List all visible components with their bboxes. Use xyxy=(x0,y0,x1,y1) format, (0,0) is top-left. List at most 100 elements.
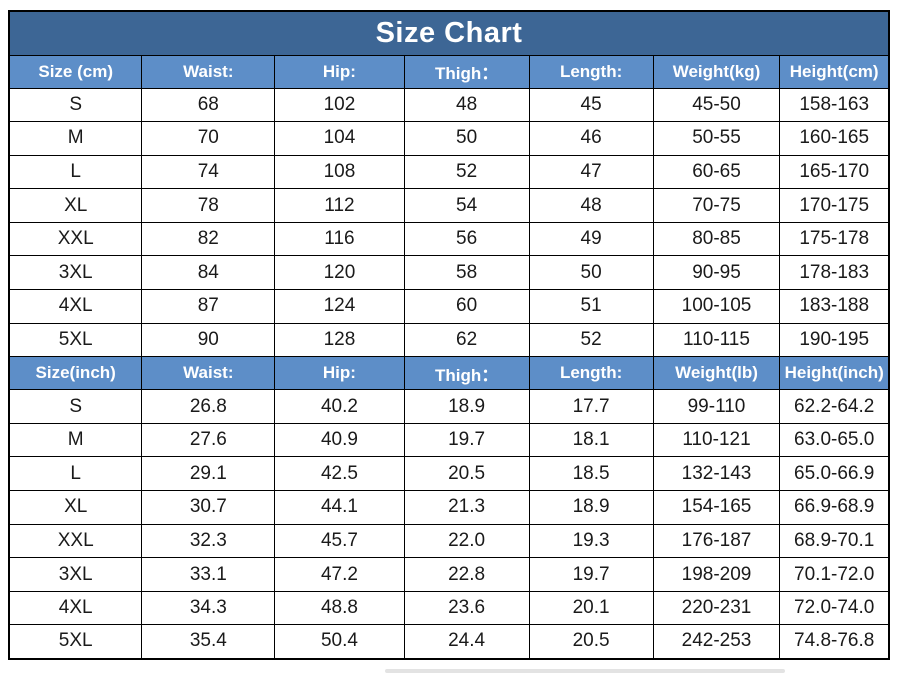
table-row: S 26.8 40.2 18.9 17.7 99-110 62.2-64.2 xyxy=(8,389,890,424)
value-cell: 20.5 xyxy=(403,456,530,492)
value-cell: 34.3 xyxy=(141,590,276,626)
value-cell: 32.3 xyxy=(141,523,276,559)
value-cell: 29.1 xyxy=(141,456,276,492)
value-cell: 21.3 xyxy=(403,490,530,525)
value-cell: 170-175 xyxy=(779,188,890,223)
size-label-cell: 3XL xyxy=(8,255,143,291)
value-cell: 70-75 xyxy=(652,188,781,223)
value-cell: 22.8 xyxy=(403,557,530,592)
value-cell: 50 xyxy=(403,121,530,156)
value-cell: 26.8 xyxy=(141,389,276,424)
value-cell: 47 xyxy=(528,154,654,190)
column-header: Thigh： xyxy=(403,54,530,89)
value-cell: 18.9 xyxy=(528,490,654,525)
size-label-cell: 5XL xyxy=(8,624,143,659)
size-label-cell: 5XL xyxy=(8,322,143,358)
table-row: XXL 82 116 56 49 80-85 175-178 xyxy=(8,221,890,257)
size-label-cell: XXL xyxy=(8,221,143,257)
value-cell: 48.8 xyxy=(274,590,405,626)
value-cell: 110-115 xyxy=(652,322,781,358)
value-cell: 19.7 xyxy=(528,557,654,592)
size-label-cell: L xyxy=(8,154,143,190)
value-cell: 104 xyxy=(274,121,405,156)
value-cell: 46 xyxy=(528,121,654,156)
value-cell: 90-95 xyxy=(652,255,781,291)
column-header: Length: xyxy=(528,54,654,89)
table-row: 4XL 87 124 60 51 100-105 183-188 xyxy=(8,289,890,324)
value-cell: 20.5 xyxy=(528,624,654,659)
value-cell: 124 xyxy=(274,289,405,324)
value-cell: 198-209 xyxy=(652,557,781,592)
value-cell: 62 xyxy=(403,322,530,358)
value-cell: 54 xyxy=(403,188,530,223)
value-cell: 116 xyxy=(274,221,405,257)
size-label-cell: M xyxy=(8,121,143,156)
value-cell: 49 xyxy=(528,221,654,257)
size-label-cell: S xyxy=(8,87,143,123)
value-cell: 158-163 xyxy=(779,87,890,123)
value-cell: 70 xyxy=(141,121,276,156)
value-cell: 160-165 xyxy=(779,121,890,156)
value-cell: 66.9-68.9 xyxy=(779,490,890,525)
value-cell: 62.2-64.2 xyxy=(779,389,890,424)
header-row-inch: Size(inch) Waist: Hip: Thigh： Length: Weight(… xyxy=(8,356,890,391)
table-row: 5XL 35.4 50.4 24.4 20.5 242-253 74.8-76.8 xyxy=(8,624,890,659)
value-cell: 176-187 xyxy=(652,523,781,559)
value-cell: 72.0-74.0 xyxy=(779,590,890,626)
value-cell: 220-231 xyxy=(652,590,781,626)
size-label-cell: XL xyxy=(8,188,143,223)
size-label-cell: S xyxy=(8,389,143,424)
value-cell: 27.6 xyxy=(141,422,276,458)
value-cell: 33.1 xyxy=(141,557,276,592)
value-cell: 52 xyxy=(528,322,654,358)
size-chart-table: Size Chart Size (cm) Waist: Hip: Thigh： Leng… xyxy=(8,10,890,660)
title-row: Size Chart xyxy=(8,10,890,56)
value-cell: 45 xyxy=(528,87,654,123)
size-label-cell: 3XL xyxy=(8,557,143,592)
value-cell: 190-195 xyxy=(779,322,890,358)
value-cell: 50 xyxy=(528,255,654,291)
column-header: Waist: xyxy=(141,356,276,391)
value-cell: 165-170 xyxy=(779,154,890,190)
value-cell: 30.7 xyxy=(141,490,276,525)
column-header: Thigh： xyxy=(403,356,530,391)
value-cell: 52 xyxy=(403,154,530,190)
table-row: L 29.1 42.5 20.5 18.5 132-143 65.0-66.9 xyxy=(8,456,890,492)
value-cell: 74 xyxy=(141,154,276,190)
value-cell: 99-110 xyxy=(652,389,781,424)
value-cell: 90 xyxy=(141,322,276,358)
table-row: 3XL 84 120 58 50 90-95 178-183 xyxy=(8,255,890,291)
column-header: Height(inch) xyxy=(779,356,890,391)
table-row: 3XL 33.1 47.2 22.8 19.7 198-209 70.1-72.0 xyxy=(8,557,890,592)
table-row: S 68 102 48 45 45-50 158-163 xyxy=(8,87,890,123)
value-cell: 48 xyxy=(403,87,530,123)
value-cell: 178-183 xyxy=(779,255,890,291)
value-cell: 175-178 xyxy=(779,221,890,257)
value-cell: 22.0 xyxy=(403,523,530,559)
size-chart-container: Size Chart Size (cm) Waist: Hip: Thigh： Leng… xyxy=(8,10,890,660)
column-header: Size(inch) xyxy=(8,356,143,391)
value-cell: 100-105 xyxy=(652,289,781,324)
value-cell: 19.3 xyxy=(528,523,654,559)
value-cell: 242-253 xyxy=(652,624,781,659)
value-cell: 74.8-76.8 xyxy=(779,624,890,659)
table-row: L 74 108 52 47 60-65 165-170 xyxy=(8,154,890,190)
value-cell: 35.4 xyxy=(141,624,276,659)
table-row: 5XL 90 128 62 52 110-115 190-195 xyxy=(8,322,890,358)
column-header: Length: xyxy=(528,356,654,391)
value-cell: 50.4 xyxy=(274,624,405,659)
value-cell: 120 xyxy=(274,255,405,291)
size-label-cell: XXL xyxy=(8,523,143,559)
column-header: Hip: xyxy=(274,54,405,89)
value-cell: 40.2 xyxy=(274,389,405,424)
column-header: Size (cm) xyxy=(8,54,143,89)
value-cell: 45-50 xyxy=(652,87,781,123)
size-label-cell: 4XL xyxy=(8,289,143,324)
value-cell: 132-143 xyxy=(652,456,781,492)
table-row: M 27.6 40.9 19.7 18.1 110-121 63.0-65.0 xyxy=(8,422,890,458)
value-cell: 18.9 xyxy=(403,389,530,424)
value-cell: 19.7 xyxy=(403,422,530,458)
value-cell: 23.6 xyxy=(403,590,530,626)
value-cell: 60-65 xyxy=(652,154,781,190)
header-row-cm: Size (cm) Waist: Hip: Thigh： Length: Weight(k… xyxy=(8,54,890,89)
